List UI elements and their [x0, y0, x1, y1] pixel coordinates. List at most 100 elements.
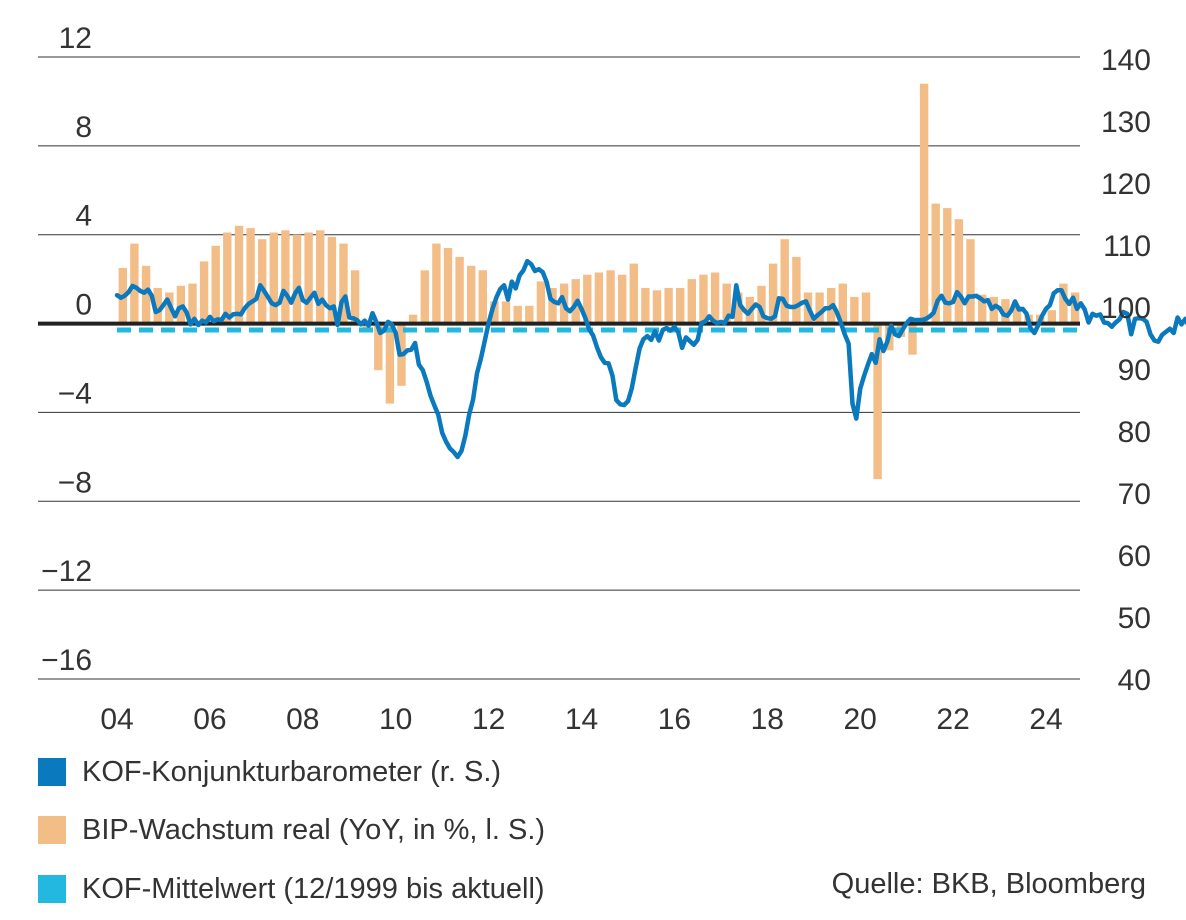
- left-tick-label: −8: [58, 466, 92, 499]
- bip-bar: [919, 83, 929, 324]
- bip-bar: [327, 236, 337, 324]
- bip-bar: [734, 292, 743, 324]
- bip-bar: [176, 285, 186, 324]
- bip-bar: [211, 245, 220, 324]
- bip-bar: [281, 230, 290, 324]
- bip-bar: [188, 283, 197, 324]
- x-tick-label: 14: [565, 703, 598, 736]
- bip-bar: [583, 274, 592, 324]
- right-tick-label: 90: [1118, 354, 1151, 387]
- bip-bar: [316, 230, 325, 324]
- bip-bar: [455, 256, 464, 324]
- right-tick-label: 110: [1103, 230, 1151, 263]
- bip-bar: [478, 270, 487, 324]
- bip-bar: [815, 292, 824, 324]
- bip-bar: [467, 265, 476, 324]
- bip-bar: [1012, 305, 1022, 324]
- bip-bar: [594, 272, 604, 324]
- right-tick-label: 100: [1101, 292, 1151, 325]
- right-tick-label: 120: [1101, 168, 1151, 201]
- legend-label-mean: KOF-Mittelwert (12/1999 bis aktuell): [82, 872, 545, 905]
- left-tick-label: 8: [75, 111, 92, 144]
- bip-bar: [618, 274, 627, 324]
- bip-bar: [989, 296, 998, 324]
- bip-bar: [943, 208, 952, 324]
- left-axis-ticks: 12 8 4 0 −4 −8 −12 −16: [41, 22, 92, 677]
- bip-bar: [199, 261, 209, 324]
- bip-bar: [292, 234, 302, 324]
- bip-bar: [966, 239, 975, 324]
- left-tick-label: −16: [41, 644, 92, 677]
- bip-bar: [641, 288, 650, 324]
- legend-swatch-bip: [38, 816, 66, 844]
- x-tick-label: 16: [658, 703, 691, 736]
- bip-bar: [258, 239, 267, 324]
- bip-bar: [676, 288, 685, 324]
- x-tick-label: 20: [844, 703, 877, 736]
- bip-bar: [792, 256, 801, 324]
- kof-line: [114, 258, 1186, 460]
- bip-bars: [118, 83, 1080, 480]
- x-tick-label: 22: [936, 703, 969, 736]
- right-tick-label: 60: [1118, 540, 1151, 573]
- legend-label-bip: BIP-Wachstum real (YoY, in %, l. S.): [82, 813, 546, 846]
- left-tick-label: 12: [59, 22, 92, 55]
- right-tick-label: 80: [1118, 416, 1151, 449]
- x-tick-label: 10: [379, 703, 412, 736]
- gridlines: [38, 56, 1080, 680]
- legend-swatch-kof: [38, 758, 66, 786]
- right-tick-label: 40: [1118, 664, 1151, 697]
- bip-bar: [443, 248, 453, 324]
- bip-bar: [339, 243, 348, 324]
- right-tick-label: 130: [1101, 106, 1151, 139]
- left-tick-label: 0: [75, 289, 92, 322]
- legend-label-kof: KOF-Konjunkturbarometer (r. S.): [82, 755, 502, 788]
- bip-bar: [954, 219, 964, 324]
- bip-bar: [1059, 283, 1068, 324]
- x-tick-label: 24: [1029, 703, 1062, 736]
- left-tick-label: 4: [75, 200, 92, 233]
- bip-bar: [374, 323, 383, 371]
- bip-bar: [420, 270, 429, 324]
- left-tick-label: −4: [58, 377, 92, 410]
- bip-bar: [722, 283, 731, 324]
- bip-bar: [978, 294, 987, 324]
- bip-bar: [908, 323, 917, 355]
- bip-bar: [687, 279, 696, 324]
- bip-bar: [652, 290, 662, 324]
- bip-bar: [501, 301, 511, 324]
- bip-bar: [525, 305, 534, 324]
- right-tick-label: 70: [1118, 478, 1151, 511]
- bip-bar: [664, 288, 673, 324]
- bip-bar: [153, 288, 162, 324]
- bip-bar: [385, 323, 395, 404]
- x-axis-ticks: 04 06 08 10 12 14 16 18 20 22 24: [100, 703, 1062, 736]
- bip-bar: [223, 232, 232, 324]
- left-tick-label: −12: [41, 555, 92, 588]
- bip-bar: [408, 314, 418, 324]
- bip-bar: [757, 285, 766, 324]
- bip-bar: [432, 243, 441, 324]
- legend-item-bip: BIP-Wachstum real (YoY, in %, l. S.): [38, 810, 545, 850]
- bip-bar: [490, 301, 499, 324]
- right-tick-label: 140: [1101, 44, 1151, 77]
- right-axis-ticks: 140 130 120 110 100 90 80 70 60 50 40: [1101, 44, 1151, 697]
- bip-bar: [699, 274, 708, 324]
- x-tick-label: 08: [286, 703, 319, 736]
- bip-bar: [780, 239, 789, 324]
- x-tick-label: 04: [100, 703, 133, 736]
- legend-item-mean: KOF-Mittelwert (12/1999 bis aktuell): [38, 869, 545, 909]
- bip-bar: [246, 228, 255, 324]
- bip-bar: [548, 288, 557, 324]
- kof-line-group: [114, 258, 1186, 460]
- legend-swatch-mean: [38, 875, 66, 903]
- legend-item-kof: KOF-Konjunkturbarometer (r. S.): [38, 752, 501, 792]
- bip-bar: [130, 243, 139, 324]
- bip-bar: [304, 232, 313, 324]
- bip-bar: [1001, 299, 1010, 324]
- bip-bar: [606, 270, 615, 324]
- bip-bar: [350, 270, 360, 324]
- bip-bar: [234, 225, 244, 324]
